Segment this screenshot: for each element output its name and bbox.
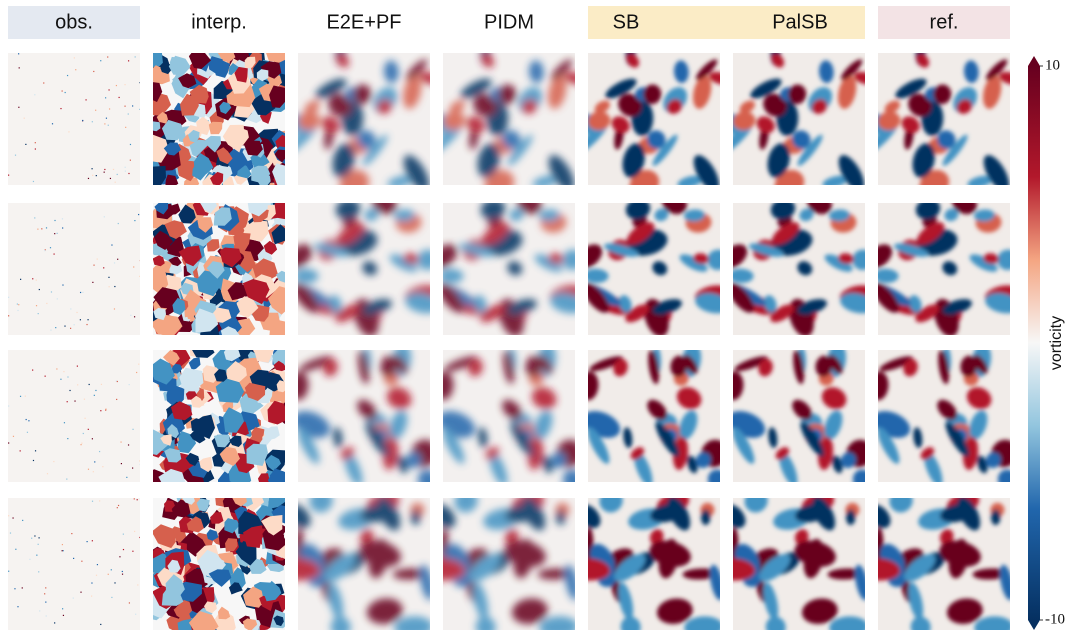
column-header: interp. <box>191 11 247 33</box>
field-panel <box>862 44 1022 202</box>
colorbar-end <box>1028 56 1040 66</box>
column-header: ref. <box>930 11 959 33</box>
field-panel <box>578 342 733 496</box>
field-panel <box>8 53 141 185</box>
field-panel <box>288 342 443 496</box>
field-panel <box>8 498 141 630</box>
column-header: SB <box>613 11 640 33</box>
field-panel <box>144 193 296 347</box>
field-panel <box>711 485 871 632</box>
field-panel <box>856 485 1016 632</box>
field-panel <box>433 342 588 496</box>
field-panel <box>717 44 877 202</box>
field-panel <box>421 485 581 632</box>
column-header: PIDM <box>484 11 534 33</box>
field-panel <box>8 203 141 335</box>
colorbar-end <box>1028 620 1040 630</box>
field-panel <box>142 40 296 196</box>
field-panel <box>426 189 586 340</box>
field-panel <box>861 189 1021 340</box>
panels <box>8 40 1024 632</box>
field-panel <box>427 44 587 202</box>
field-panel <box>141 338 297 495</box>
field-panel <box>281 189 441 340</box>
field-panel <box>566 485 726 632</box>
field-panel <box>571 189 731 340</box>
colorbar-tick-label: 10 <box>1045 57 1060 73</box>
colorbar-label: vorticity <box>1048 316 1065 370</box>
figure: vorticity obs. interp. E2E+PF PIDM SB PalSB re… <box>0 0 1070 632</box>
column-header: obs. <box>55 11 93 33</box>
column-header: PalSB <box>772 11 828 33</box>
field-panel <box>572 44 732 202</box>
column-header: E2E+PF <box>326 11 401 33</box>
colorbar <box>1028 66 1040 620</box>
field-panel <box>282 44 442 202</box>
colorbar-tick-label: -10 <box>1045 611 1065 627</box>
field-panel <box>8 350 141 482</box>
field-panel <box>868 342 1023 496</box>
field-panel <box>723 342 878 496</box>
field-panel <box>716 189 876 340</box>
field-panel <box>276 485 436 632</box>
field-panel <box>141 488 295 632</box>
